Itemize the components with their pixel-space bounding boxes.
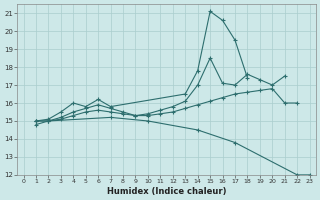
X-axis label: Humidex (Indice chaleur): Humidex (Indice chaleur): [107, 187, 226, 196]
